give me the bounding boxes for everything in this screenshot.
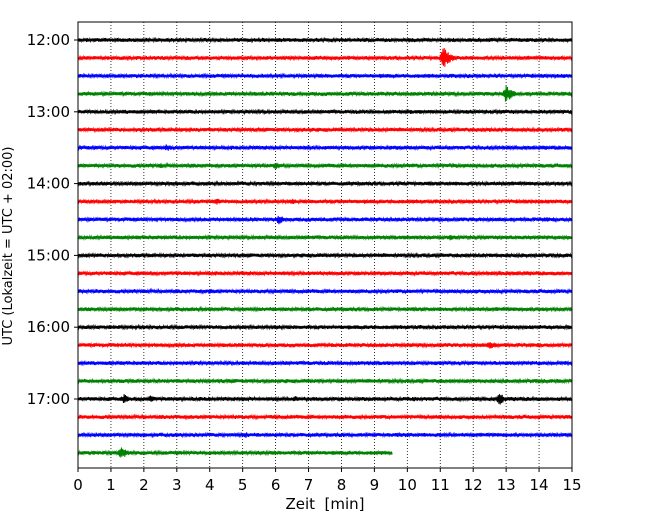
x-tick-label-11: 11 [431, 476, 450, 494]
trace-1345 [77, 162, 573, 170]
x-tick-label-14: 14 [530, 476, 549, 494]
x-tick-label-15: 15 [562, 476, 581, 494]
x-tick-label-7: 7 [304, 476, 314, 494]
x-tick-label-2: 2 [139, 476, 149, 494]
trace-1530 [77, 287, 573, 295]
x-tick-label-3: 3 [172, 476, 182, 494]
y-tick-label-1600: 16:00 [27, 318, 70, 336]
x-tick-label-5: 5 [238, 476, 248, 494]
trace-1330 [77, 144, 573, 152]
y-tick-label-1300: 13:00 [27, 103, 70, 121]
trace-1215 [77, 47, 573, 67]
plot-area [78, 22, 572, 468]
y-tick-label-1400: 14:00 [27, 175, 70, 193]
x-tick-label-13: 13 [497, 476, 516, 494]
x-axis-label: Zeit [min] [285, 495, 364, 513]
trace-1645 [77, 377, 573, 385]
trace-1415 [77, 198, 573, 205]
trace-1245 [77, 85, 573, 102]
y-tick-label-1500: 15:00 [27, 246, 70, 264]
trace-1500 [77, 252, 573, 259]
trace-1700 [77, 394, 573, 405]
trace-1630 [77, 359, 573, 367]
x-tick-label-0: 0 [73, 476, 83, 494]
y-axis-label: UTC (Lokalzeit = UTC + 02:00) [1, 147, 16, 346]
x-tick-label-4: 4 [205, 476, 215, 494]
y-axis-ticks: 12:00 13:00 14:00 15:00 16:00 17:00 [27, 31, 78, 408]
trace-1615 [77, 341, 573, 349]
trace-1430 [77, 215, 573, 225]
trace-1445 [77, 233, 573, 242]
x-axis-ticks: 0 1 2 3 4 5 6 7 8 9 10 11 12 13 14 15 [73, 468, 582, 494]
trace-group [77, 36, 573, 458]
y-tick-label-1700: 17:00 [27, 390, 70, 408]
trace-1200 [77, 36, 573, 44]
x-tick-label-9: 9 [370, 476, 380, 494]
trace-1730 [77, 431, 573, 439]
trace-1230 [77, 72, 573, 80]
x-tick-label-10: 10 [398, 476, 417, 494]
trace-1315 [77, 126, 573, 134]
trace-1715 [77, 413, 573, 421]
plot-frame [77, 21, 573, 469]
trace-1300 [77, 108, 573, 116]
trace-1400 [77, 180, 573, 188]
grid-lines [110, 22, 540, 468]
trace-1545 [77, 305, 573, 313]
trace-1745 [77, 447, 393, 458]
x-tick-label-1: 1 [106, 476, 116, 494]
y-tick-label-1200: 12:00 [27, 31, 70, 49]
x-tick-label-12: 12 [464, 476, 483, 494]
trace-1515 [77, 269, 573, 277]
trace-1600 [77, 323, 573, 331]
x-tick-label-6: 6 [271, 476, 281, 494]
x-tick-label-8: 8 [337, 476, 347, 494]
